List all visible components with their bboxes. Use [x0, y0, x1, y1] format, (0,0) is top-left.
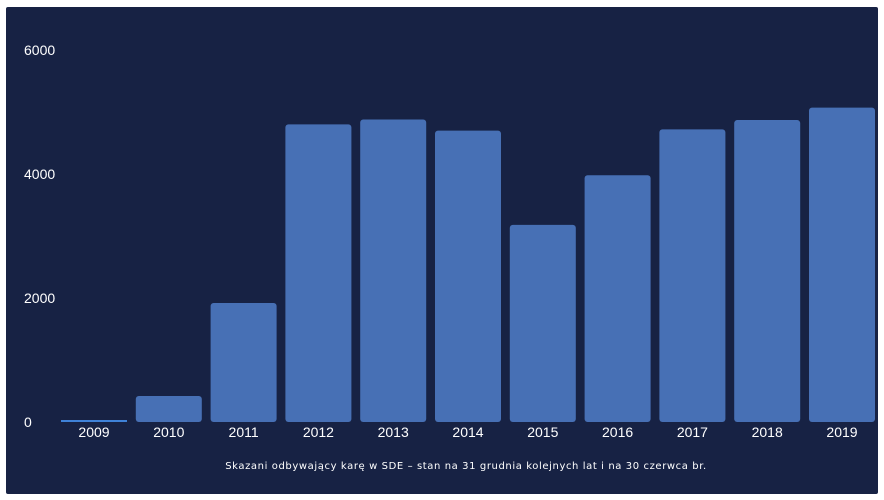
x-tick-label: 2018: [752, 424, 783, 440]
bar-2015[interactable]: [509, 224, 576, 422]
x-tick-label: 2012: [303, 424, 334, 440]
bars: [61, 107, 875, 423]
x-tick-label: 2011: [229, 424, 259, 440]
x-tick-label: 2015: [527, 424, 558, 440]
x-tick-label: 2013: [378, 424, 409, 440]
x-tick-label: 2019: [826, 424, 857, 440]
bar-2017[interactable]: [659, 129, 726, 423]
bar-2019[interactable]: [809, 107, 875, 422]
x-tick-label: 2014: [452, 424, 483, 440]
bar-2013[interactable]: [360, 119, 427, 422]
bar-2011[interactable]: [210, 302, 277, 422]
x-tick-label: 2009: [78, 424, 109, 440]
y-tick-label: 0: [24, 414, 32, 430]
x-tick-label: 2016: [602, 424, 633, 440]
x-axis-ticks: 2009 2010 2011 2012 2013 2014 2015 2016 2017 2018…: [78, 424, 857, 440]
y-tick-label: 6000: [24, 42, 55, 58]
bar-2016[interactable]: [584, 175, 651, 422]
y-tick-label: 2000: [24, 290, 55, 306]
y-axis-ticks: 0 2000 4000 6000: [24, 42, 55, 430]
bar-2012[interactable]: [285, 124, 352, 423]
x-tick-label: 2017: [677, 424, 708, 440]
chart-caption: Skazani odbywający karę w SDE – stan na …: [225, 461, 707, 472]
y-tick-label: 4000: [24, 166, 55, 182]
bar-2009[interactable]: [61, 420, 127, 422]
bar-2010[interactable]: [135, 395, 202, 422]
bar-2018[interactable]: [734, 120, 801, 422]
x-tick-label: 2010: [153, 424, 184, 440]
bar-2014[interactable]: [435, 130, 501, 422]
